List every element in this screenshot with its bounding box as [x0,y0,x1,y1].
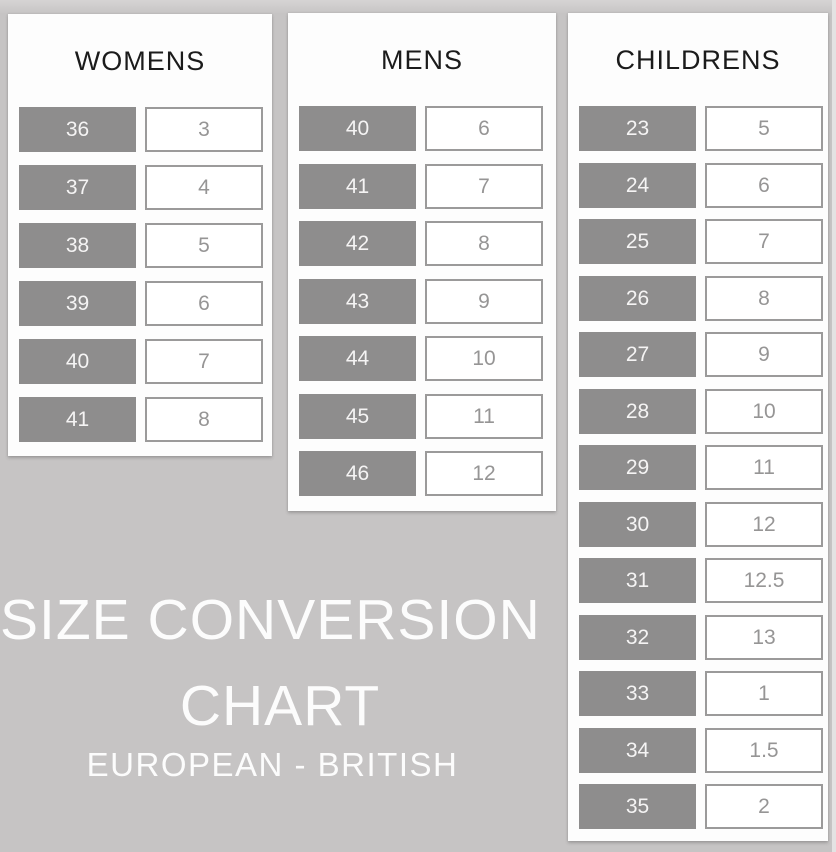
womens-size-rows: 36 3 37 4 38 5 39 6 40 7 41 8 [19,107,263,442]
british-size-cell: 6 [145,281,263,326]
european-size-cell: 40 [19,339,136,384]
british-size-cell: 13 [705,614,823,660]
british-size-cell: 10 [425,336,543,381]
size-row: 46 12 [299,451,543,496]
european-size-cell: 44 [299,336,416,381]
british-size-cell: 5 [145,223,263,268]
size-row: 24 6 [579,162,823,208]
european-size-cell: 42 [299,221,416,266]
european-size-cell: 31 [579,558,696,603]
european-size-cell: 36 [19,107,136,152]
size-row: 26 8 [579,275,823,321]
poster-title-line1: SIZE CONVERSION [0,588,541,652]
british-size-cell: 5 [705,106,823,151]
british-size-cell: 7 [145,339,263,384]
size-row: 40 6 [299,106,543,151]
childrens-panel-title: CHILDRENS [615,45,781,75]
british-size-cell: 9 [705,332,823,377]
european-size-cell: 27 [579,332,696,377]
childrens-size-rows: 23 5 24 6 25 7 26 8 27 9 28 10 29 11 30 12 31 12.5 32 13 33 1… [579,106,823,829]
size-row: 41 8 [19,397,263,442]
size-row: 32 13 [579,614,823,660]
size-row: 40 7 [19,339,263,384]
british-size-cell: 7 [705,219,823,264]
british-size-cell: 1.5 [705,727,823,773]
mens-panel: MENS 40 6 41 7 42 8 43 9 44 10 45 11 46 12 [288,13,556,511]
european-size-cell: 35 [579,784,696,829]
european-size-cell: 29 [579,445,696,490]
poster-title-line2: CHART [179,674,381,738]
british-size-cell: 12.5 [705,558,823,603]
size-row: 38 5 [19,223,263,268]
size-row: 29 11 [579,445,823,490]
size-row: 41 7 [299,163,543,209]
poster-subtitle: EUROPEAN - BRITISH [86,746,459,783]
size-row: 37 4 [19,165,263,210]
british-size-cell: 6 [705,162,823,208]
size-row: 43 9 [299,278,543,324]
size-row: 45 11 [299,393,543,439]
european-size-cell: 41 [299,163,416,209]
british-size-cell: 12 [705,501,823,547]
european-size-cell: 45 [299,393,416,439]
background-right-highlight [832,0,836,852]
european-size-cell: 28 [579,388,696,434]
european-size-cell: 30 [579,501,696,547]
european-size-cell: 34 [579,727,696,773]
british-size-cell: 12 [425,451,543,496]
mens-panel-title: MENS [380,45,463,75]
size-row: 25 7 [579,219,823,264]
size-row: 23 5 [579,106,823,151]
british-size-cell: 9 [425,278,543,324]
european-size-cell: 43 [299,278,416,324]
womens-panel-title: WOMENS [74,46,206,76]
size-row: 34 1.5 [579,727,823,773]
british-size-cell: 11 [425,393,543,439]
mens-size-rows: 40 6 41 7 42 8 43 9 44 10 45 11 46 12 [299,106,543,496]
british-size-cell: 8 [705,275,823,321]
european-size-cell: 46 [299,451,416,496]
european-size-cell: 25 [579,219,696,264]
british-size-cell: 6 [425,106,543,151]
size-row: 39 6 [19,281,263,326]
british-size-cell: 10 [705,388,823,434]
childrens-panel: CHILDRENS 23 5 24 6 25 7 26 8 27 9 28 10 29 11 30 12 31 1… [568,13,828,841]
british-size-cell: 8 [145,397,263,442]
womens-panel: WOMENS 36 3 37 4 38 5 39 6 40 7 41 8 [8,14,272,456]
european-size-cell: 24 [579,162,696,208]
european-size-cell: 32 [579,614,696,660]
british-size-cell: 11 [705,445,823,490]
european-size-cell: 37 [19,165,136,210]
british-size-cell: 8 [425,221,543,266]
european-size-cell: 39 [19,281,136,326]
size-row: 31 12.5 [579,558,823,603]
british-size-cell: 4 [145,165,263,210]
size-row: 28 10 [579,388,823,434]
size-row: 44 10 [299,336,543,381]
european-size-cell: 41 [19,397,136,442]
size-row: 42 8 [299,221,543,266]
european-size-cell: 40 [299,106,416,151]
size-row: 27 9 [579,332,823,377]
european-size-cell: 23 [579,106,696,151]
size-row: 33 1 [579,671,823,716]
size-row: 36 3 [19,107,263,152]
british-size-cell: 1 [705,671,823,716]
european-size-cell: 26 [579,275,696,321]
british-size-cell: 7 [425,163,543,209]
european-size-cell: 38 [19,223,136,268]
size-row: 30 12 [579,501,823,547]
british-size-cell: 2 [705,784,823,829]
size-row: 35 2 [579,784,823,829]
european-size-cell: 33 [579,671,696,716]
british-size-cell: 3 [145,107,263,152]
